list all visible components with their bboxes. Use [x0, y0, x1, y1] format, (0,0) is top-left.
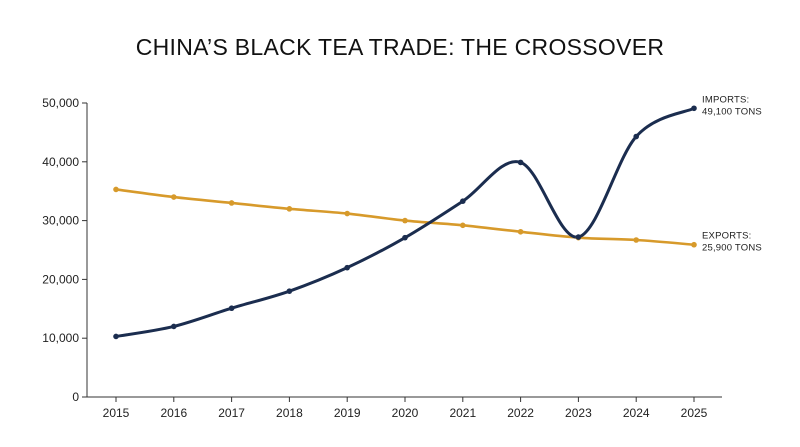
series-points — [113, 105, 697, 340]
x-tick-label: 2015 — [103, 406, 130, 420]
imports-annotation: 49,100 TONS — [702, 106, 762, 117]
imports-point — [517, 159, 524, 166]
exports-point — [171, 194, 177, 200]
imports-point — [691, 105, 697, 112]
x-tick-label: 2019 — [334, 406, 361, 420]
x-tick-label: 2023 — [565, 406, 592, 420]
y-tick-label: 0 — [72, 390, 79, 404]
x-tick-label: 2025 — [681, 406, 708, 420]
exports-point — [402, 217, 408, 224]
x-tick-label: 2018 — [276, 406, 303, 420]
exports-annotation: EXPORTS: — [702, 231, 751, 242]
x-tick-label: 2017 — [218, 406, 245, 420]
imports-point — [344, 264, 351, 271]
imports-point — [286, 288, 293, 294]
imports-point — [460, 198, 466, 204]
series-annotations: EXPORTS:25,900 TONS IMPORTS:49,100 TONS — [702, 94, 762, 253]
imports-point — [113, 333, 119, 340]
exports-point — [460, 222, 466, 229]
y-axis-ticks: 0 10,000 20,000 30,000 40,000 50,000 — [42, 96, 87, 404]
x-tick-label: 2021 — [449, 406, 476, 420]
imports-point — [575, 234, 582, 240]
x-tick-label: 2016 — [160, 406, 187, 420]
exports-point — [633, 237, 639, 243]
imports-point — [633, 133, 639, 140]
y-tick-label: 40,000 — [42, 155, 79, 169]
exports-point — [344, 210, 351, 217]
x-tick-label: 2022 — [507, 406, 534, 420]
imports-annotation: IMPORTS: — [702, 94, 749, 105]
axes — [86, 103, 722, 398]
exports-point — [517, 228, 524, 235]
imports-point — [228, 305, 235, 312]
y-tick-label: 10,000 — [42, 331, 79, 345]
exports-point — [228, 200, 235, 206]
y-tick-label: 50,000 — [42, 96, 79, 110]
x-tick-label: 2024 — [623, 406, 650, 420]
y-tick-label: 30,000 — [42, 214, 79, 228]
y-tick-label: 20,000 — [42, 272, 79, 286]
exports-point — [286, 206, 293, 212]
imports-point — [171, 323, 177, 330]
exports-point — [691, 241, 697, 248]
imports-point — [402, 234, 408, 241]
imports-line — [114, 106, 696, 338]
x-tick-label: 2020 — [392, 406, 419, 420]
chart-title: CHINA’S BLACK TEA TRADE: THE CROSSOVER — [135, 34, 665, 60]
x-axis-ticks: 2015 2016 2017 2018 2019 2020 2021 2022 2023 2024… — [103, 397, 708, 420]
exports-annotation: 25,900 TONS — [702, 243, 762, 254]
exports-point — [113, 186, 119, 193]
